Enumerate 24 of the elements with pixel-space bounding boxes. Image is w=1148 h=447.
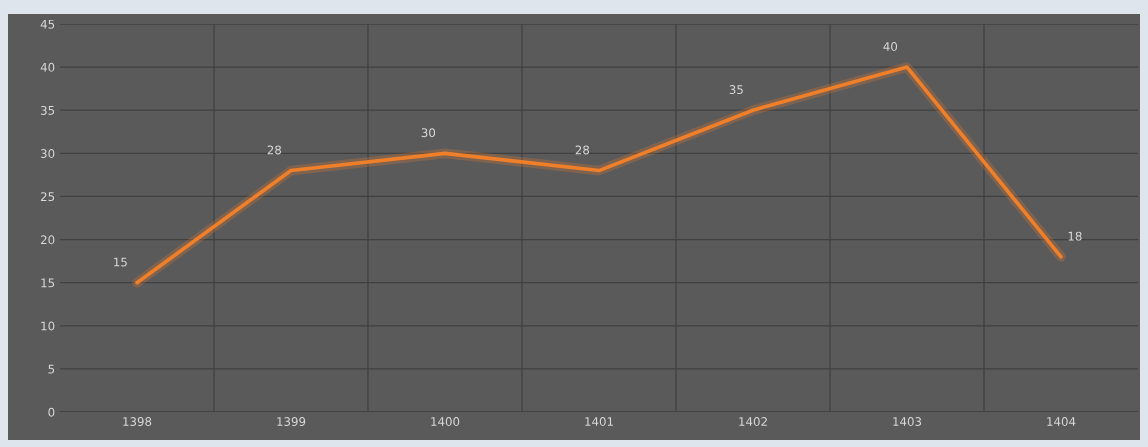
y-tick-label: 35 xyxy=(41,105,55,115)
data-label: 15 xyxy=(114,257,127,267)
data-label: 30 xyxy=(421,128,436,138)
x-tick-label: 1402 xyxy=(739,417,767,426)
data-label: 40 xyxy=(883,42,898,51)
y-tick-label: 15 xyxy=(41,278,55,288)
x-tick-label: 1399 xyxy=(277,417,306,426)
x-tick-label: 1400 xyxy=(431,417,460,426)
y-tick-label: 30 xyxy=(41,149,55,158)
data-label: 35 xyxy=(729,85,743,95)
y-tick-label: 20 xyxy=(40,235,55,245)
x-tick-label: 1404 xyxy=(1047,417,1076,426)
data-label: 28 xyxy=(575,145,590,155)
x-tick-label: 1398 xyxy=(123,417,152,426)
data-label: 28 xyxy=(267,145,282,155)
y-tick-label: 5 xyxy=(48,364,55,374)
y-tick-label: 40 xyxy=(40,62,55,72)
data-label: 18 xyxy=(1068,231,1082,241)
x-tick-label: 1401 xyxy=(585,417,613,426)
y-tick-label: 25 xyxy=(40,192,55,202)
y-tick-label: 10 xyxy=(41,321,55,331)
x-tick-label: 1403 xyxy=(893,417,922,426)
y-tick-label: 45 xyxy=(40,19,55,29)
y-tick-label: 0 xyxy=(48,407,55,417)
